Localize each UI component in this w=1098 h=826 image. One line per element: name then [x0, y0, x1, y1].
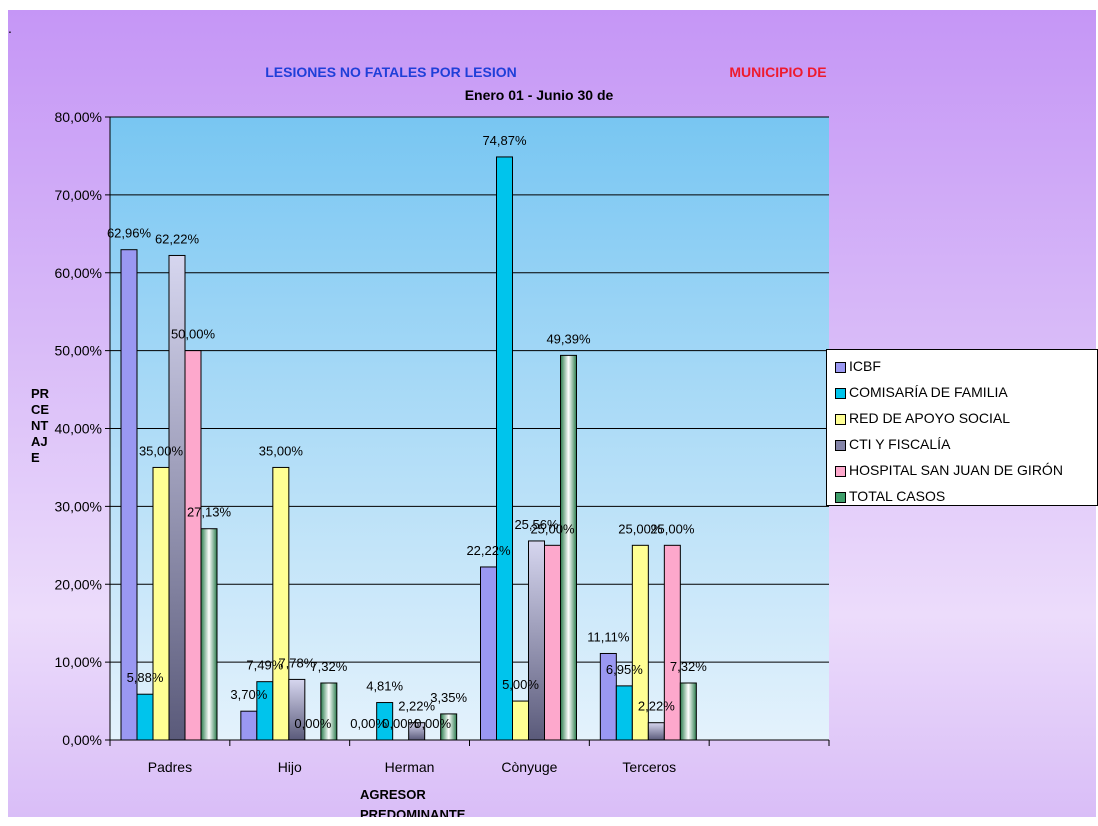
bar: [615, 685, 633, 741]
data-label: 0,00%: [350, 716, 387, 731]
data-label: 3,70%: [230, 687, 267, 702]
legend-label: TOTAL CASOS: [849, 488, 946, 504]
data-label: 4,81%: [366, 679, 403, 694]
data-labels: 62,96% 3,70% 0,00% 22,22% 11,11% 5,88% 7,49% 4,…: [107, 133, 707, 731]
data-label: 7,32%: [310, 659, 347, 674]
legend-item: ICBF: [831, 358, 1079, 384]
y-tick-label: 20,00%: [55, 576, 102, 592]
legend-item: TOTAL CASOS: [831, 488, 1079, 505]
legend: ICBF COMISARÍA DE FAMILIA RED DE APOYO SOC…: [826, 349, 1098, 506]
bar: [200, 528, 218, 741]
legend-swatch: [835, 466, 846, 477]
legend-swatch: [835, 414, 846, 425]
bar: [120, 249, 138, 741]
legend-item: RED DE APOYO SOCIAL: [831, 410, 1079, 436]
data-label: 7,49%: [246, 658, 283, 673]
data-label: 25,56%: [514, 517, 559, 532]
data-label: 49,39%: [546, 331, 591, 346]
legend-label: COMISARÍA DE FAMILIA: [849, 384, 1008, 400]
data-label: 2,22%: [638, 699, 675, 714]
y-tick-label: 10,00%: [55, 654, 102, 670]
data-label: 62,96%: [107, 226, 152, 241]
y-tick-label: 50,00%: [55, 343, 102, 359]
data-label: 11,11%: [587, 629, 630, 644]
chart-subtitle: Enero 01 - Junio 30 de: [465, 87, 614, 103]
y-tick-label: 30,00%: [55, 498, 102, 514]
chart-title-right: MUNICIPIO DE: [729, 64, 826, 80]
legend-swatch: [835, 388, 846, 399]
bars: [120, 156, 697, 741]
stray-dot: .: [8, 20, 12, 36]
x-axis-label: AGRESOR PREDOMINANTE: [360, 787, 466, 817]
data-label: 7,32%: [670, 659, 707, 674]
y-tick-label: 0,00%: [62, 732, 102, 748]
legend-label: HOSPITAL SAN JUAN DE GIRÓN: [849, 462, 1063, 478]
data-label: 62,22%: [155, 231, 200, 246]
data-label: 35,00%: [259, 443, 304, 458]
data-label: 27,13%: [187, 505, 232, 520]
data-label: 25,00%: [618, 521, 663, 536]
data-label: 5,00%: [502, 677, 539, 692]
y-tick-label: 80,00%: [55, 109, 102, 125]
y-tick-label: 60,00%: [55, 265, 102, 281]
y-tick-label: 70,00%: [55, 187, 102, 203]
bar: [152, 466, 170, 741]
legend-swatch: [835, 492, 846, 503]
bar: [240, 710, 258, 741]
chart-title: LESIONES NO FATALES POR LESION: [265, 64, 517, 80]
data-label: 2,22%: [398, 699, 435, 714]
data-label: 6,95%: [606, 662, 643, 677]
bar: [512, 700, 529, 741]
bar: [544, 544, 561, 741]
legend-item: HOSPITAL SAN JUAN DE GIRÓN: [831, 462, 1079, 488]
gridlines: [110, 116, 829, 663]
legend-label: CTI Y FISCALÍA: [849, 436, 951, 452]
data-label: 5,88%: [127, 670, 164, 685]
y-tick-label: 40,00%: [55, 421, 102, 437]
bar: [496, 156, 513, 741]
data-label: 74,87%: [482, 133, 527, 148]
data-label: 35,00%: [139, 443, 184, 458]
data-label: 0,00%: [382, 716, 419, 731]
bar: [480, 566, 497, 741]
legend-label: RED DE APOYO SOCIAL: [849, 410, 1011, 426]
axes: 0,00% 10,00% 20,00% 30,00% 40,00% 50,00% 60,00…: [55, 109, 830, 775]
data-label: 0,00%: [414, 716, 451, 731]
bar: [136, 693, 154, 741]
legend-item: CTI Y FISCALÍA: [831, 436, 1079, 462]
bar: [647, 722, 665, 741]
x-tick-label: Herman: [385, 759, 435, 775]
data-label: 22,22%: [466, 543, 511, 558]
bar: [320, 682, 338, 741]
x-tick-label: Terceros: [622, 759, 676, 775]
data-label: 50,00%: [171, 327, 216, 342]
x-tick-label: Padres: [148, 759, 192, 775]
y-axis-label: PR CE NT AJ E: [31, 386, 50, 465]
data-label: 25,00%: [650, 521, 695, 536]
data-label: 7,78%: [278, 655, 315, 670]
data-label: 3,35%: [430, 690, 467, 705]
data-label: 0,00%: [294, 716, 331, 731]
bar: [679, 682, 697, 741]
bar: [272, 466, 290, 741]
bar: [528, 540, 545, 741]
legend-item: COMISARÍA DE FAMILIA: [831, 384, 1079, 410]
legend-label: ICBF: [849, 358, 881, 374]
bar: [560, 354, 577, 741]
bar: [184, 350, 202, 741]
data-label: 25,00%: [530, 521, 575, 536]
legend-swatch: [835, 362, 846, 373]
legend-swatch: [835, 440, 846, 451]
x-tick-label: Hijo: [278, 759, 302, 775]
x-tick-label: Cònyuge: [501, 759, 557, 775]
